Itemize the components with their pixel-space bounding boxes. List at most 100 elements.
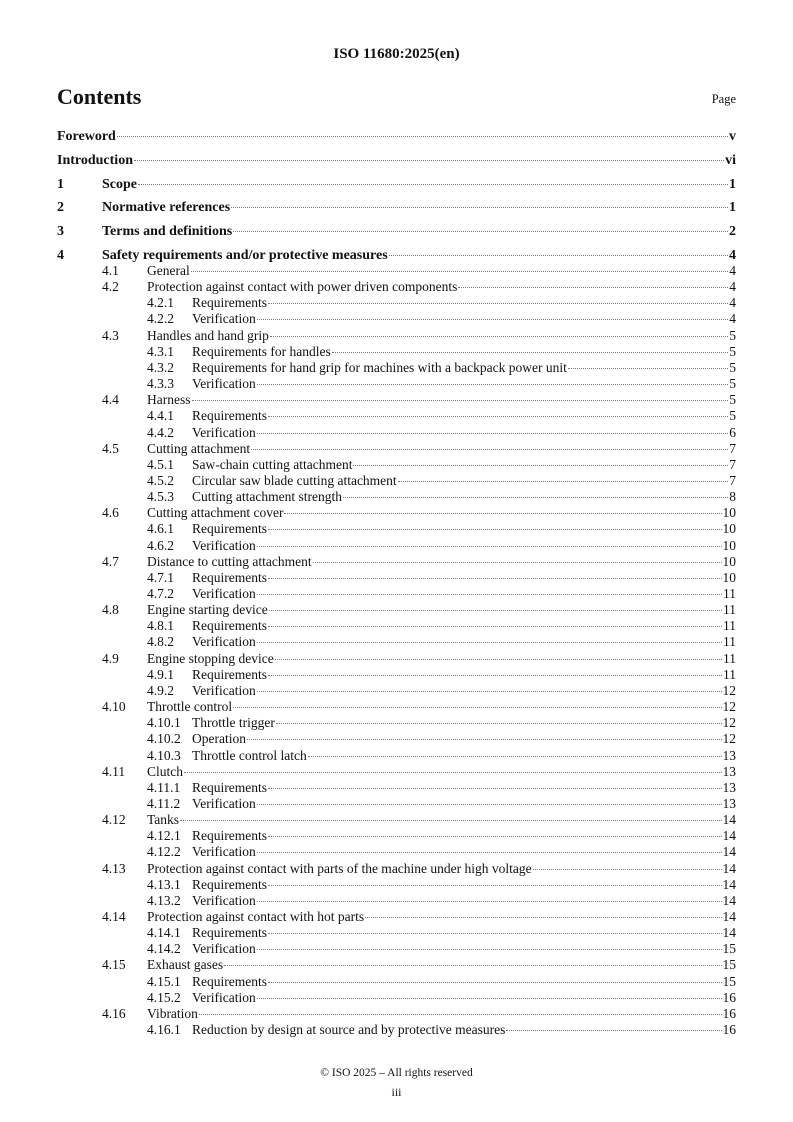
toc-entry-page[interactable]: 13 xyxy=(722,763,737,779)
toc-entry[interactable]: 4.5 Cutting attachment 7 xyxy=(57,441,736,457)
toc-entry-title[interactable]: Verification xyxy=(192,634,256,650)
toc-entry-page[interactable]: 6 xyxy=(729,424,736,440)
toc-entry[interactable]: 4.7 Distance to cutting attachment 10 xyxy=(57,554,736,570)
toc-entry[interactable]: 4.7.2 Verification 11 xyxy=(57,586,736,602)
toc-entry-page[interactable]: 2 xyxy=(729,224,736,239)
toc-entry-title[interactable]: Verification xyxy=(192,795,256,811)
toc-entry[interactable]: 4.3.3 Verification 5 xyxy=(57,376,736,392)
toc-entry[interactable]: 4.8.1 Requirements 11 xyxy=(57,618,736,634)
toc-entry-title[interactable]: Requirements xyxy=(192,779,267,795)
toc-entry-page[interactable]: 11 xyxy=(723,618,736,634)
toc-entry-page[interactable]: 12 xyxy=(722,715,737,731)
toc-entry[interactable]: 4.9.2 Verification 12 xyxy=(57,683,736,699)
toc-entry-page[interactable]: 5 xyxy=(729,392,736,408)
toc-entry-page[interactable]: 11 xyxy=(723,650,736,666)
toc-entry[interactable]: 4.2.1 Requirements 4 xyxy=(57,295,736,311)
toc-entry[interactable]: 4.15.2 Verification 16 xyxy=(57,990,736,1006)
toc-entry-title[interactable]: Requirements xyxy=(192,618,267,634)
toc-entry-page[interactable]: 10 xyxy=(722,537,737,553)
toc-entry-title[interactable]: Verification xyxy=(192,682,256,698)
toc-entry-title[interactable]: Verification xyxy=(192,844,256,860)
toc-entry-page[interactable]: 11 xyxy=(723,602,736,618)
toc-entry[interactable]: 4.8.2 Verification 11 xyxy=(57,634,736,650)
toc-entry-title[interactable]: Requirements for handles xyxy=(192,343,331,359)
toc-entry-page[interactable]: 4 xyxy=(729,311,736,327)
toc-entry-page[interactable]: 14 xyxy=(722,909,737,924)
toc-entry-title[interactable]: Safety requirements and/or protective me… xyxy=(102,248,388,263)
toc-entry[interactable]: 4.7.1 Requirements 10 xyxy=(57,570,736,586)
toc-entry-page[interactable]: 14 xyxy=(722,892,737,908)
toc-entry-title[interactable]: Tanks xyxy=(147,812,180,828)
toc-entry-page[interactable]: 4 xyxy=(729,279,736,295)
toc-entry-title[interactable]: Requirements for hand grip for machines … xyxy=(192,359,567,375)
toc-entry[interactable]: 1 Scope 1 xyxy=(57,177,736,193)
toc-entry-page[interactable]: 11 xyxy=(723,634,736,650)
toc-entry-title[interactable]: Exhaust gases xyxy=(147,957,224,973)
toc-entry[interactable]: 4.14.2 Verification 15 xyxy=(57,941,736,957)
toc-entry-title[interactable]: Verification xyxy=(192,424,256,440)
toc-entry-title[interactable]: Saw-chain cutting attachment xyxy=(192,456,353,472)
toc-entry-title[interactable]: Handles and hand grip xyxy=(147,327,269,343)
toc-entry-title[interactable]: Foreword xyxy=(57,129,116,144)
toc-entry[interactable]: 4.1 General 4 xyxy=(57,263,736,279)
toc-entry[interactable]: 4.8 Engine starting device 11 xyxy=(57,602,736,618)
toc-entry[interactable]: 4.10 Throttle control 12 xyxy=(57,699,736,715)
toc-entry[interactable]: 3 Terms and definitions 2 xyxy=(57,224,736,240)
toc-entry-title[interactable]: Throttle trigger xyxy=(192,715,275,731)
toc-entry-title[interactable]: Circular saw blade cutting attachment xyxy=(192,472,397,488)
toc-entry[interactable]: 4.6 Cutting attachment cover 10 xyxy=(57,505,736,521)
toc-entry[interactable]: 2 Normative references 1 xyxy=(57,200,736,216)
toc-entry-page[interactable]: 7 xyxy=(729,472,736,488)
toc-entry-title[interactable]: Requirements xyxy=(192,973,267,989)
toc-entry[interactable]: 4.9.1 Requirements 11 xyxy=(57,667,736,683)
toc-entry-title[interactable]: General xyxy=(147,263,190,278)
toc-entry[interactable]: 4.12 Tanks 14 xyxy=(57,812,736,828)
toc-entry[interactable]: 4.10.2 Operation 12 xyxy=(57,731,736,747)
toc-entry-page[interactable]: 5 xyxy=(729,359,736,375)
toc-entry-page[interactable]: 4 xyxy=(729,248,736,263)
toc-entry[interactable]: 4.16.1 Reduction by design at source and … xyxy=(57,1022,736,1038)
toc-entry-page[interactable]: 10 xyxy=(722,569,737,585)
toc-entry-title[interactable]: Requirements xyxy=(192,521,267,537)
toc-entry-title[interactable]: Cutting attachment cover xyxy=(147,505,284,521)
toc-entry-page[interactable]: 13 xyxy=(722,747,737,763)
toc-entry[interactable]: 4.15.1 Requirements 15 xyxy=(57,974,736,990)
toc-entry-title[interactable]: Throttle control latch xyxy=(192,747,307,763)
toc-entry-page[interactable]: 7 xyxy=(729,456,736,472)
toc-entry-title[interactable]: Protection against contact with hot part… xyxy=(147,909,365,924)
toc-entry-page[interactable]: 14 xyxy=(722,844,737,860)
toc-entry-title[interactable]: Throttle control xyxy=(147,699,233,715)
toc-entry-title[interactable]: Vibration xyxy=(147,1005,198,1021)
toc-entry-page[interactable]: 13 xyxy=(722,795,737,811)
toc-entry-title[interactable]: Verification xyxy=(192,537,256,553)
toc-entry-page[interactable]: 15 xyxy=(722,941,737,957)
toc-entry-page[interactable]: 14 xyxy=(722,860,737,876)
toc-entry[interactable]: 4.4 Harness 5 xyxy=(57,392,736,408)
toc-entry-page[interactable]: vi xyxy=(725,153,736,168)
toc-entry-title[interactable]: Harness xyxy=(147,392,191,408)
toc-entry[interactable]: 4.4.2 Verification 6 xyxy=(57,425,736,441)
toc-entry[interactable]: 4.2 Protection against contact with power… xyxy=(57,279,736,295)
toc-entry[interactable]: 4.5.3 Cutting attachment strength 8 xyxy=(57,489,736,505)
toc-entry-page[interactable]: 10 xyxy=(722,553,737,569)
toc-entry-title[interactable]: Distance to cutting attachment xyxy=(147,553,312,569)
toc-entry-title[interactable]: Requirements xyxy=(192,666,267,682)
toc-entry-title[interactable]: Reduction by design at source and by pro… xyxy=(192,1022,506,1038)
toc-entry[interactable]: 4 Safety requirements and/or protective m… xyxy=(57,248,736,264)
toc-entry[interactable]: 4.15 Exhaust gases 15 xyxy=(57,957,736,973)
toc-entry-title[interactable]: Verification xyxy=(192,376,256,392)
toc-entry[interactable]: 4.14.1 Requirements 14 xyxy=(57,925,736,941)
toc-entry-title[interactable]: Engine starting device xyxy=(147,602,268,618)
toc-entry-page[interactable]: 15 xyxy=(722,973,737,989)
toc-entry-page[interactable]: 10 xyxy=(722,505,737,521)
toc-entry-page[interactable]: 1 xyxy=(729,200,736,215)
toc-entry-title[interactable]: Requirements xyxy=(192,828,267,844)
toc-entry[interactable]: 4.14 Protection against contact with hot … xyxy=(57,909,736,925)
toc-entry-title[interactable]: Verification xyxy=(192,311,256,327)
toc-entry-title[interactable]: Operation xyxy=(192,731,246,747)
toc-entry-page[interactable]: 5 xyxy=(729,327,736,343)
toc-entry[interactable]: 4.16 Vibration 16 xyxy=(57,1006,736,1022)
toc-entry[interactable]: 4.3.1 Requirements for handles 5 xyxy=(57,344,736,360)
toc-entry-title[interactable]: Protection against contact with power dr… xyxy=(147,279,458,295)
toc-entry-page[interactable]: 14 xyxy=(722,812,737,828)
